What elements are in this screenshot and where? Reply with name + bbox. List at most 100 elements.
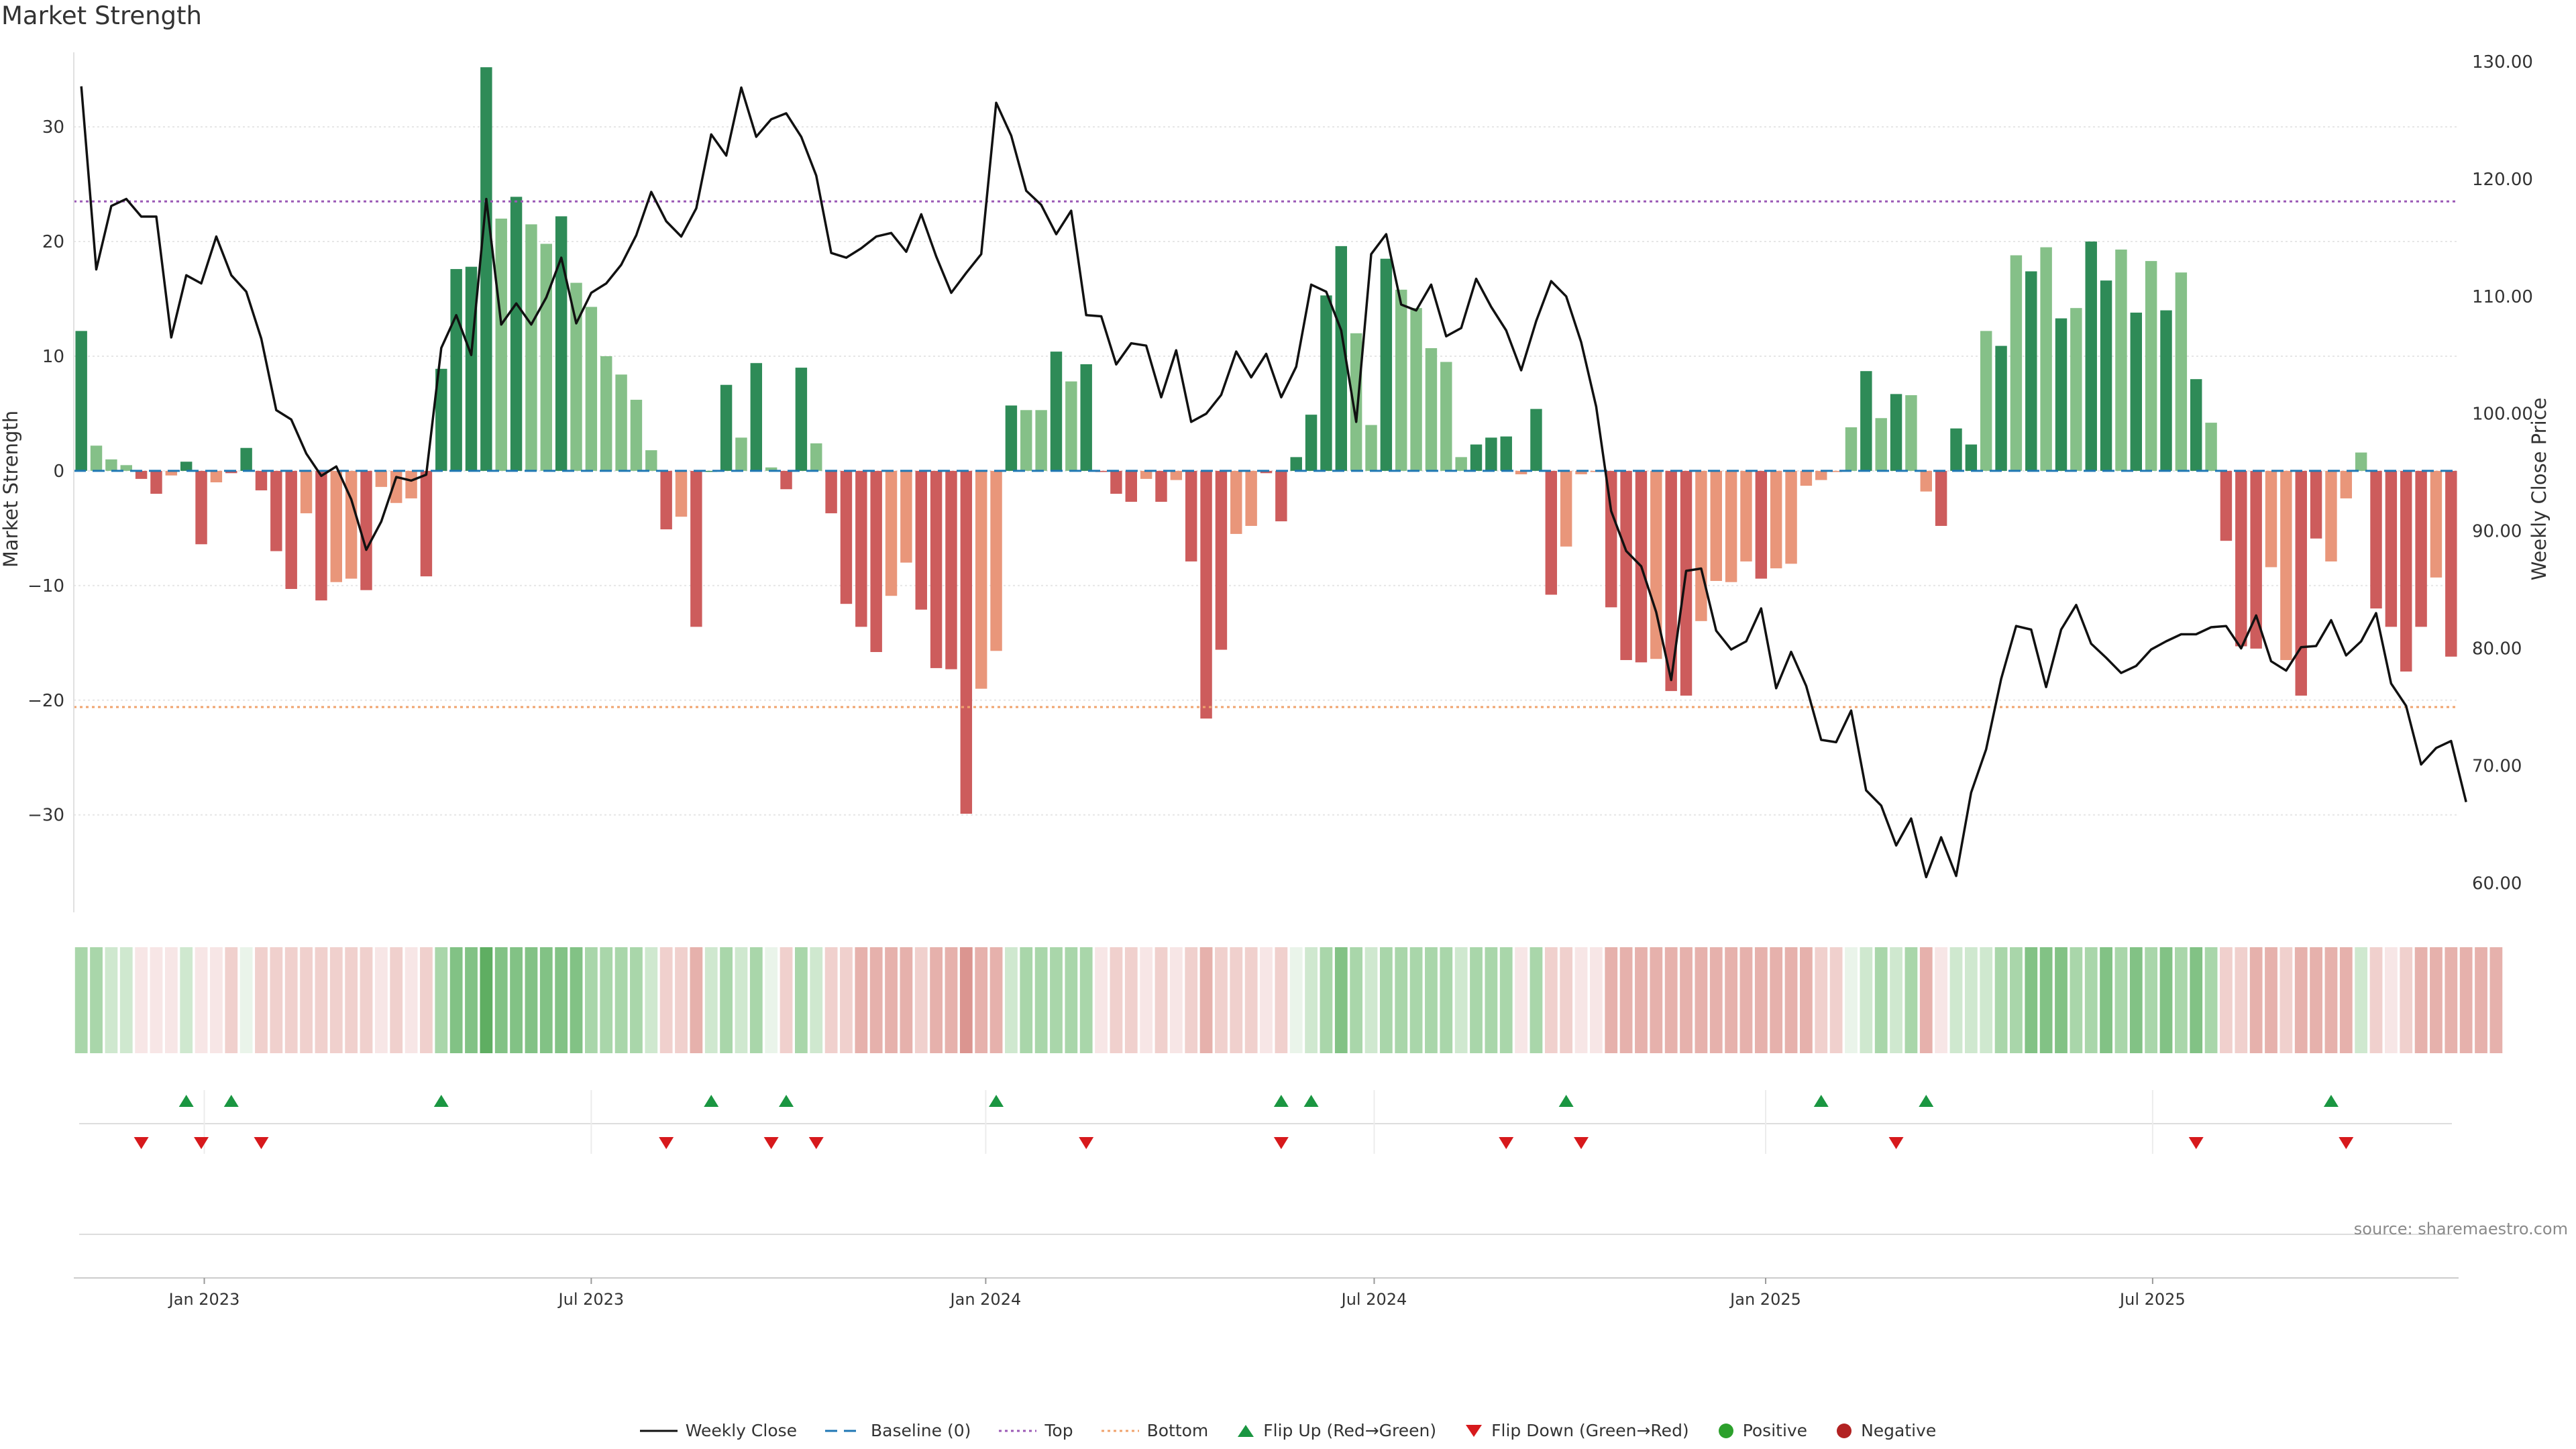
heat-cell (1320, 947, 1333, 1053)
heat-cell (1244, 947, 1258, 1053)
heat-cell (164, 947, 178, 1053)
flip-down-marker (2339, 1137, 2354, 1149)
strength-bar (615, 374, 627, 471)
strength-bar (1095, 470, 1108, 472)
strength-bar (1800, 470, 1813, 486)
strength-bar (495, 218, 507, 471)
strength-bar (510, 197, 523, 471)
strength-bar (1410, 308, 1422, 471)
strength-bar (315, 470, 327, 601)
heat-cell (1994, 947, 2008, 1053)
dotted-line-icon (999, 1430, 1037, 1432)
flip-up-marker (1303, 1095, 1319, 1107)
legend-label: Top (1044, 1421, 1073, 1440)
strength-bar (915, 470, 927, 610)
heat-cell (195, 947, 208, 1053)
strength-bar (885, 470, 898, 596)
strength-bar (1950, 428, 1962, 471)
strength-bar (405, 470, 417, 498)
strength-bar (705, 470, 717, 472)
strength-bar (2295, 470, 2307, 696)
strength-bar (570, 282, 582, 471)
heat-cell (1964, 947, 1978, 1053)
strength-bar (1755, 470, 1768, 579)
strength-bar (1845, 427, 1858, 471)
flip-up-marker (178, 1095, 194, 1107)
strength-bar (780, 470, 792, 490)
strength-bar (2175, 272, 2188, 471)
heat-cell (1709, 947, 1723, 1053)
strength-bar (990, 470, 1002, 651)
flip-down-marker (1273, 1137, 1289, 1149)
strength-bar (330, 470, 342, 582)
dashed-line-icon (825, 1430, 863, 1432)
legend-baseline[interactable]: Baseline (0) (825, 1421, 971, 1440)
strength-bar (75, 331, 87, 471)
heat-cell (1095, 947, 1108, 1053)
strength-bar (600, 356, 612, 471)
legend-negative[interactable]: Negative (1835, 1421, 1936, 1440)
heat-cell (1725, 947, 1738, 1053)
strength-bar (1620, 470, 1632, 660)
heat-cell (1754, 947, 1768, 1053)
y2-tick-label: 100.00 (2472, 405, 2533, 425)
legend-flip-down[interactable]: Flip Down (Green→Red) (1464, 1421, 1689, 1440)
heat-cell (300, 947, 313, 1053)
strength-bar (375, 470, 388, 487)
heat-cell (704, 947, 718, 1053)
strength-bar (1530, 409, 1542, 471)
legend-positive[interactable]: Positive (1717, 1421, 1807, 1440)
strength-bar (2160, 310, 2172, 471)
flip-down-marker (194, 1137, 209, 1149)
reference-lines (74, 200, 2459, 708)
strength-bar (1665, 470, 1677, 692)
legend-bottom[interactable]: Bottom (1101, 1421, 1209, 1440)
heat-cell (945, 947, 958, 1053)
strength-bar (1005, 405, 1018, 471)
strength-bar (420, 470, 433, 577)
heat-cell (1275, 947, 1288, 1053)
page-title: Market Strength (1, 1, 202, 30)
heat-cell (1529, 947, 1543, 1053)
heat-cell (525, 947, 538, 1053)
triangle-down-icon (1466, 1424, 1483, 1437)
legend-weekly-close[interactable]: Weekly Close (639, 1421, 797, 1440)
strength-bar (1770, 470, 1782, 569)
x-tick-label: Jul 2025 (2118, 1290, 2186, 1309)
strength-bar (1185, 470, 1197, 561)
flip-up-marker (1558, 1095, 1574, 1107)
strength-bar (2235, 470, 2247, 647)
legend-label: Bottom (1146, 1421, 1209, 1440)
heat-cell (1140, 947, 1153, 1053)
heat-cell (810, 947, 823, 1053)
strength-bar (165, 470, 178, 476)
heat-cell (494, 947, 508, 1053)
heat-cell (2129, 947, 2143, 1053)
strength-bar (2385, 470, 2398, 627)
strength-bar (1080, 364, 1092, 471)
heat-cell (2430, 947, 2443, 1053)
strength-bar (2325, 470, 2337, 561)
strength-bar (465, 266, 478, 471)
heat-cell (2084, 947, 2098, 1053)
heat-cell (1110, 947, 1123, 1053)
heat-cell (959, 947, 973, 1053)
heat-cell (405, 947, 418, 1053)
heat-cell (2369, 947, 2383, 1053)
strength-bar (1695, 470, 1707, 621)
heat-strip (74, 947, 2503, 1053)
heat-cell (975, 947, 988, 1053)
strength-bar (2400, 470, 2412, 672)
strength-bar (2220, 470, 2233, 541)
heat-cell (1454, 947, 1468, 1053)
strength-bar (1560, 470, 1572, 547)
y-axis-title: Market Strength (0, 411, 22, 568)
strength-bar (1125, 470, 1137, 502)
legend-flip-up[interactable]: Flip Up (Red→Green) (1236, 1421, 1436, 1440)
legend-top[interactable]: Top (999, 1421, 1073, 1440)
heat-cell (1050, 947, 1063, 1053)
flip-down-marker (808, 1137, 824, 1149)
strength-bar (660, 470, 672, 530)
heat-cell (2265, 947, 2277, 1053)
